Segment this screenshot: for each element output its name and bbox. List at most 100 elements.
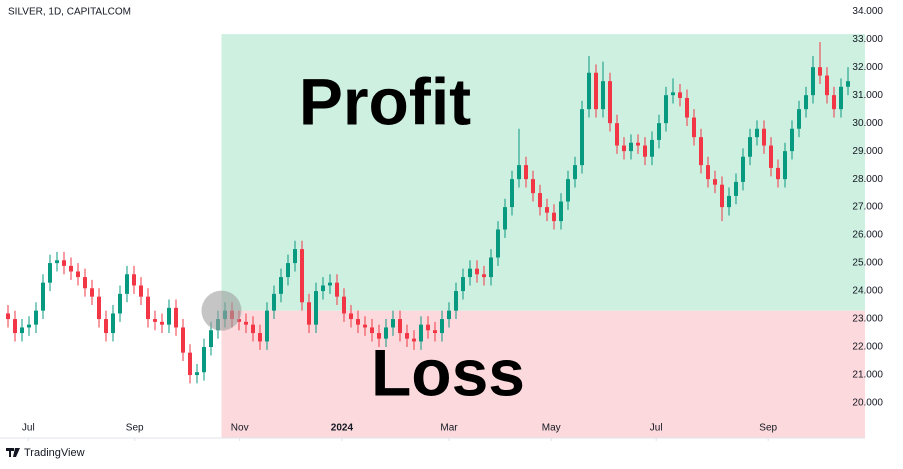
candle-body bbox=[657, 123, 661, 140]
candle-body bbox=[727, 195, 731, 208]
candle-body bbox=[90, 288, 94, 297]
candle-body bbox=[48, 263, 52, 283]
candle-body bbox=[104, 319, 108, 334]
candle-body bbox=[538, 193, 542, 208]
candle-body bbox=[195, 372, 199, 376]
candle-body bbox=[783, 151, 787, 180]
loss-label: Loss bbox=[371, 335, 525, 409]
candle-body bbox=[608, 81, 612, 124]
candle-body bbox=[601, 81, 605, 110]
y-tick-label: 28.000 bbox=[852, 174, 883, 185]
candle-body bbox=[685, 97, 689, 118]
candle-body bbox=[671, 92, 675, 96]
candle-body bbox=[594, 72, 598, 110]
candle-body bbox=[622, 145, 626, 152]
profit-zone bbox=[221, 34, 865, 311]
candle-body bbox=[769, 145, 773, 168]
chart-title: SILVER, 1D, CAPITALCOM bbox=[8, 7, 131, 18]
candle-body bbox=[258, 333, 262, 342]
x-tick-label: Nov bbox=[231, 423, 249, 434]
x-tick-label: Jul bbox=[22, 423, 35, 434]
entry-marker bbox=[201, 290, 242, 331]
candle-body bbox=[279, 277, 283, 294]
axes: 20.000 21.000 22.000 23.000 24.000 25.000 26.0… bbox=[0, 6, 883, 441]
candle-body bbox=[762, 128, 766, 146]
candle-body bbox=[377, 333, 381, 339]
candle-body bbox=[321, 285, 325, 292]
x-tick-label: May bbox=[542, 423, 561, 434]
candle-body bbox=[496, 229, 500, 258]
x-tick-label: 2024 bbox=[331, 423, 354, 434]
candle-body bbox=[167, 307, 171, 325]
candle-body bbox=[314, 291, 318, 325]
candle-body bbox=[384, 327, 388, 339]
candle-body bbox=[650, 139, 654, 157]
candle-body bbox=[272, 293, 276, 311]
y-tick-label: 32.000 bbox=[852, 62, 883, 73]
candle-body bbox=[587, 72, 591, 110]
candle-body bbox=[41, 282, 45, 311]
y-tick-label: 33.000 bbox=[852, 34, 883, 45]
candle-body bbox=[251, 324, 255, 334]
candle-body bbox=[692, 117, 696, 138]
candle-body bbox=[419, 324, 423, 342]
candle-body bbox=[468, 268, 472, 278]
candle-body bbox=[545, 207, 549, 213]
candle-body bbox=[804, 95, 808, 110]
candle-body bbox=[839, 86, 843, 110]
candle-body bbox=[83, 277, 87, 289]
candle-body bbox=[55, 260, 59, 264]
candle-body bbox=[405, 333, 409, 339]
candle-body bbox=[202, 347, 206, 373]
candle-body bbox=[818, 67, 822, 76]
candle-body bbox=[125, 274, 129, 294]
x-tick-label: Sep bbox=[126, 423, 144, 434]
candle-body bbox=[482, 274, 486, 278]
candle-body bbox=[188, 352, 192, 376]
candle-body bbox=[615, 123, 619, 146]
candle-body bbox=[20, 327, 24, 334]
candle-body bbox=[433, 330, 437, 334]
candle-body bbox=[461, 277, 465, 292]
y-tick-label: 23.000 bbox=[852, 314, 883, 325]
candle-body bbox=[531, 179, 535, 194]
candle-body bbox=[643, 145, 647, 157]
x-tick-label: Jul bbox=[650, 423, 663, 434]
candle-body bbox=[454, 291, 458, 311]
y-tick-label: 20.000 bbox=[852, 398, 883, 409]
footer: TradingView bbox=[24, 447, 85, 459]
candle-body bbox=[342, 296, 346, 314]
candle-body bbox=[636, 142, 640, 146]
candle-body bbox=[307, 302, 311, 325]
candle-body bbox=[440, 319, 444, 334]
candle-body bbox=[286, 263, 290, 278]
candle-body bbox=[699, 137, 703, 166]
candle-body bbox=[503, 207, 507, 230]
candle-body bbox=[181, 327, 185, 353]
candles bbox=[6, 41, 850, 384]
candle-body bbox=[27, 324, 31, 328]
x-tick-label: Sep bbox=[759, 423, 777, 434]
candle-body bbox=[524, 165, 528, 180]
loss-zone bbox=[221, 310, 865, 438]
candle-body bbox=[363, 324, 367, 328]
candle-body bbox=[328, 282, 332, 286]
candle-body bbox=[475, 268, 479, 275]
y-tick-label: 26.000 bbox=[852, 230, 883, 241]
candle-body bbox=[713, 179, 717, 185]
candle-body bbox=[335, 282, 339, 297]
candle-body bbox=[552, 212, 556, 222]
candle-body bbox=[706, 165, 710, 180]
candle-body bbox=[832, 95, 836, 110]
candle-body bbox=[174, 307, 178, 328]
y-tick-label: 29.000 bbox=[852, 146, 883, 157]
zones bbox=[221, 34, 865, 438]
candle-body bbox=[629, 142, 633, 152]
y-tick-label: 24.000 bbox=[852, 286, 883, 297]
candle-body bbox=[664, 95, 668, 124]
candle-body bbox=[748, 137, 752, 157]
candle-body bbox=[566, 179, 570, 202]
candle-body bbox=[517, 165, 521, 180]
candle-body bbox=[237, 319, 241, 322]
